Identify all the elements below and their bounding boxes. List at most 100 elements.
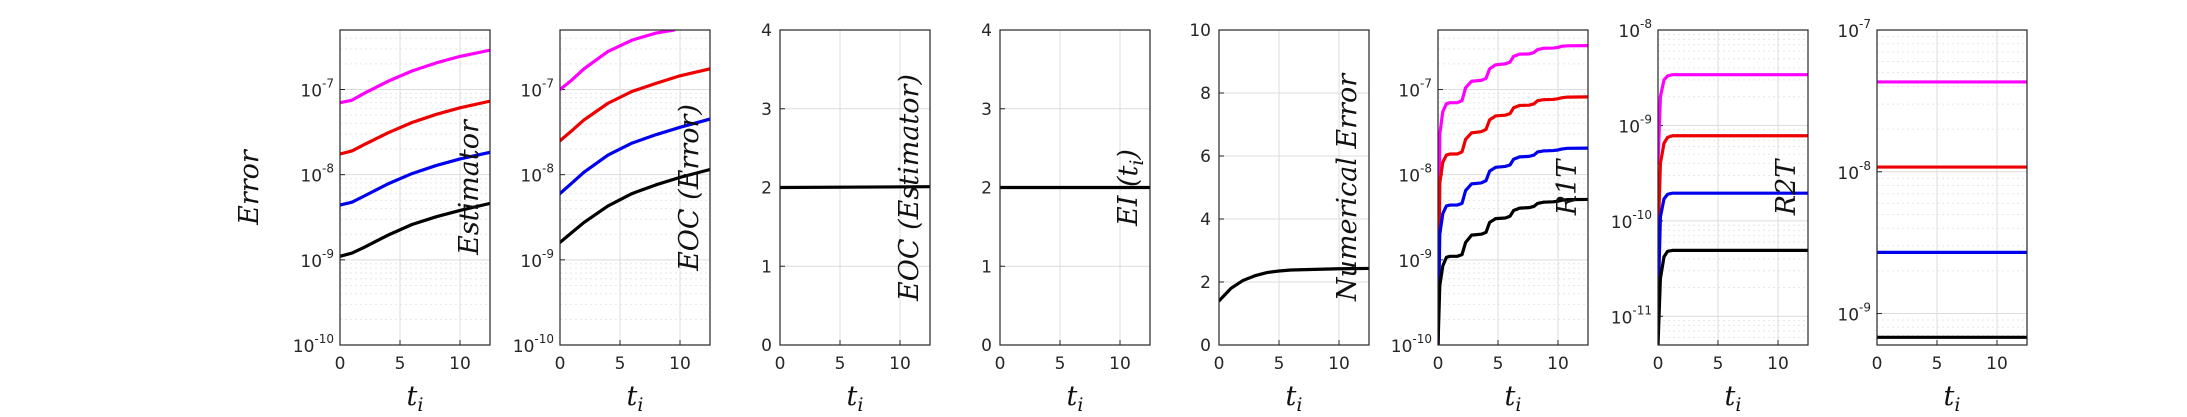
- y-tick-label: 10-10: [513, 332, 554, 357]
- y-tick-label: 10-10: [1611, 208, 1652, 233]
- y-tick-label: 10-9: [1398, 247, 1432, 272]
- series-line-black: [560, 167, 710, 245]
- y-axis-label: Error: [234, 148, 265, 226]
- y-tick-label: 2: [981, 179, 992, 199]
- x-tick-label: 10: [1328, 354, 1350, 374]
- subplot-7: 10-11 10-10 10-9 10-8 0 5 10 ti R1T: [1552, 17, 1809, 416]
- series-line-black: [1658, 248, 1808, 345]
- y-tick-label: 2: [1200, 273, 1211, 293]
- series-line-black: [780, 185, 930, 190]
- x-axis-label: ti: [1067, 381, 1084, 416]
- plot-frame: [559, 29, 711, 346]
- y-tick-label: 4: [981, 21, 992, 41]
- x-tick-label: 5: [615, 354, 626, 374]
- series-group: [1658, 73, 1808, 345]
- y-axis-label: R2T: [1771, 158, 1802, 217]
- y-tick-label: 10-9: [1618, 112, 1652, 137]
- y-tick-label: 10-9: [520, 247, 554, 272]
- x-axis-label: ti: [1725, 381, 1742, 416]
- x-tick-label: 0: [335, 354, 346, 374]
- x-axis-label: ti: [627, 381, 644, 416]
- x-tick-label: 10: [449, 354, 471, 374]
- x-tick-label: 0: [1653, 354, 1664, 374]
- y-tick-label: 10-8: [300, 162, 334, 187]
- series-line-black: [1438, 197, 1588, 345]
- y-tick-label: 10-7: [520, 77, 554, 102]
- x-tick-label: 10: [1986, 354, 2008, 374]
- series-group: [1438, 43, 1588, 345]
- subplot-4: 0 1 2 3 4 0 5 10 ti EOC (Estimator): [894, 21, 1151, 416]
- y-axis-label: Numerical Error: [1332, 72, 1363, 302]
- series-line-blue: [560, 117, 710, 196]
- series-group: [780, 185, 930, 190]
- x-axis-label: ti: [847, 381, 864, 416]
- y-tick-label: 10-10: [1391, 332, 1432, 357]
- y-tick-label: 10-9: [1837, 301, 1871, 326]
- series-line-blue: [1438, 146, 1588, 345]
- x-axis-label: ti: [407, 381, 424, 416]
- x-tick-label: 10: [669, 354, 691, 374]
- y-tick-label: 1: [981, 257, 992, 277]
- y-axis-label: EI (ti): [1113, 149, 1148, 227]
- x-tick-label: 5: [835, 354, 846, 374]
- x-tick-label: 5: [1713, 354, 1724, 374]
- x-tick-label: 0: [1214, 354, 1225, 374]
- series-line-red: [1658, 134, 1808, 244]
- series-line-blue: [340, 150, 490, 207]
- x-tick-label: 0: [1433, 354, 1444, 374]
- y-tick-label: 0: [1200, 336, 1211, 356]
- y-tick-label: 10-8: [520, 162, 554, 187]
- x-tick-label: 0: [775, 354, 786, 374]
- x-tick-label: 5: [1274, 354, 1285, 374]
- plot-frame: [1437, 29, 1589, 346]
- series-line-magenta: [560, 30, 676, 92]
- x-tick-label: 0: [995, 354, 1006, 374]
- x-axis-label: ti: [1944, 381, 1961, 416]
- plot-frame: [339, 29, 491, 346]
- x-tick-label: 10: [1547, 354, 1569, 374]
- y-tick-label: 10-11: [1611, 303, 1652, 328]
- y-tick-label: 10-9: [300, 247, 334, 272]
- y-tick-label: 3: [981, 100, 992, 120]
- y-tick-label: 4: [1200, 210, 1211, 230]
- y-tick-label: 10-8: [1618, 17, 1652, 42]
- plot-frame: [1657, 29, 1809, 346]
- y-tick-label: 10: [1189, 21, 1211, 41]
- x-tick-label: 5: [1932, 354, 1943, 374]
- y-tick-label: 0: [761, 336, 772, 356]
- series-line-black: [340, 201, 490, 258]
- plot-frame: [999, 29, 1151, 346]
- series-line-magenta: [1658, 73, 1808, 165]
- x-tick-label: 10: [1767, 354, 1789, 374]
- y-tick-label: 10-7: [300, 77, 334, 102]
- series-line-red: [340, 99, 490, 156]
- y-tick-label: 4: [761, 21, 772, 41]
- y-tick-label: 10-10: [293, 332, 334, 357]
- x-tick-label: 0: [555, 354, 566, 374]
- series-line-black: [1219, 266, 1369, 303]
- series-group: [1877, 80, 2027, 339]
- y-tick-label: 3: [761, 100, 772, 120]
- plot-frame: [1876, 29, 2028, 346]
- y-axis-label: EOC (Error): [674, 104, 705, 272]
- y-tick-label: 10-7: [1398, 77, 1432, 102]
- x-tick-label: 5: [1493, 354, 1504, 374]
- subplot-2: 10-10 10-9 10-8 10-7 0 5 10 ti Estimator: [454, 29, 711, 416]
- y-tick-label: 0: [981, 336, 992, 356]
- x-axis-label: ti: [1505, 381, 1522, 416]
- subplot-1: 10-10 10-9 10-8 10-7 0 5 10 ti Error: [234, 29, 491, 416]
- series-line-red: [1438, 95, 1588, 345]
- x-tick-label: 5: [395, 354, 406, 374]
- y-tick-label: 6: [1200, 147, 1211, 167]
- y-axis-label: EOC (Estimator): [894, 74, 925, 302]
- series-line-blue: [1658, 191, 1808, 311]
- series-line-magenta: [1438, 43, 1588, 345]
- x-tick-label: 0: [1872, 354, 1883, 374]
- x-tick-label: 5: [1055, 354, 1066, 374]
- subplot-6: 10-10 10-9 10-8 10-7 0 5 10 ti Numerical Error: [1332, 29, 1589, 416]
- x-tick-label: 10: [1109, 354, 1131, 374]
- y-tick-label: 2: [761, 179, 772, 199]
- y-axis-label: Estimator: [454, 118, 485, 256]
- y-tick-label: 10-7: [1837, 17, 1871, 42]
